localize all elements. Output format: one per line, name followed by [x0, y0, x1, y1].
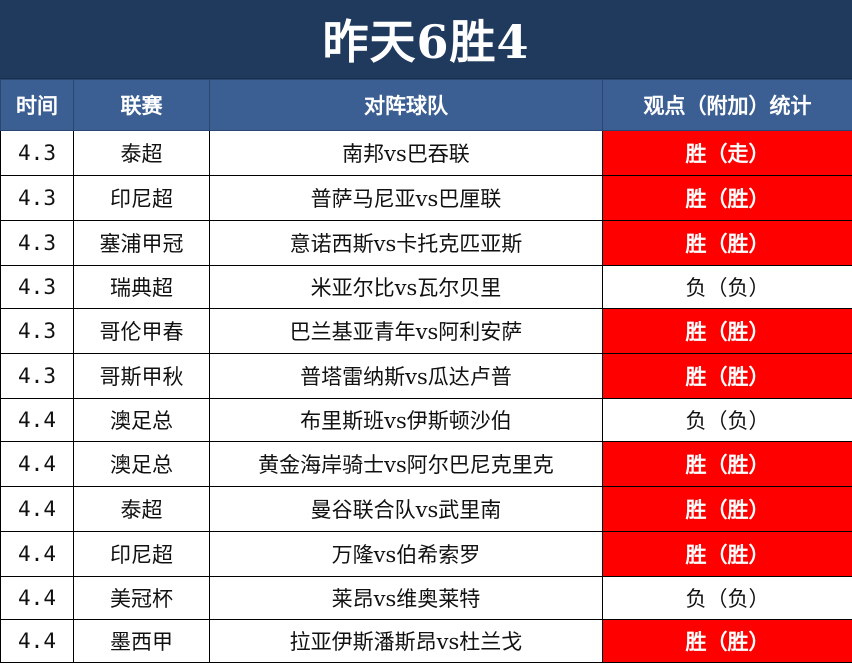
cell-time: 4.3 — [0, 308, 74, 354]
cell-time: 4.4 — [0, 619, 74, 663]
cell-match: 万隆vs伯希索罗 — [209, 531, 603, 577]
cell-time: 4.3 — [0, 265, 74, 309]
table-row: 4.3 泰超 南邦vs巴吞联 胜（走） — [0, 130, 852, 176]
header-row: 时间 联赛 对阵球队 观点（附加）统计 — [0, 79, 852, 131]
cell-league: 瑞典超 — [73, 265, 210, 309]
cell-time: 4.4 — [0, 576, 74, 620]
cell-time: 4.4 — [0, 398, 74, 442]
table-row: 4.4 墨西甲 拉亚伊斯潘斯昂vs杜兰戈 胜（胜） — [0, 619, 852, 663]
cell-time: 4.3 — [0, 353, 74, 399]
cell-time: 4.4 — [0, 441, 74, 487]
cell-match: 曼谷联合队vs武里南 — [209, 486, 603, 532]
cell-time: 4.3 — [0, 130, 74, 176]
cell-result: 胜（胜） — [602, 353, 852, 399]
cell-league: 印尼超 — [73, 175, 210, 221]
cell-result: 胜（胜） — [602, 619, 852, 663]
cell-time: 4.3 — [0, 220, 74, 266]
table-row: 4.4 澳足总 布里斯班vs伊斯顿沙伯 负（负） — [0, 398, 852, 442]
table-row: 4.3 瑞典超 米亚尔比vs瓦尔贝里 负（负） — [0, 265, 852, 309]
cell-match: 巴兰基亚青年vs阿利安萨 — [209, 308, 603, 354]
header-league: 联赛 — [73, 79, 210, 131]
cell-result: 胜（胜） — [602, 220, 852, 266]
table-row: 4.3 哥斯甲秋 普塔雷纳斯vs瓜达卢普 胜（胜） — [0, 353, 852, 399]
cell-league: 印尼超 — [73, 531, 210, 577]
cell-league: 澳足总 — [73, 398, 210, 442]
results-table: 时间 联赛 对阵球队 观点（附加）统计 4.3 泰超 南邦vs巴吞联 胜（走） … — [0, 79, 852, 663]
cell-match: 普塔雷纳斯vs瓜达卢普 — [209, 353, 603, 399]
cell-result: 负（负） — [602, 398, 852, 442]
cell-result: 胜（胜） — [602, 308, 852, 354]
header-result: 观点（附加）统计 — [602, 79, 852, 131]
table-row: 4.4 泰超 曼谷联合队vs武里南 胜（胜） — [0, 486, 852, 532]
table-row: 4.3 哥伦甲春 巴兰基亚青年vs阿利安萨 胜（胜） — [0, 308, 852, 354]
cell-league: 哥斯甲秋 — [73, 353, 210, 399]
cell-result: 胜（胜） — [602, 486, 852, 532]
page-title: 昨天6胜4 — [0, 0, 852, 79]
cell-result: 胜（胜） — [602, 531, 852, 577]
cell-time: 4.3 — [0, 175, 74, 221]
cell-match: 南邦vs巴吞联 — [209, 130, 603, 176]
cell-result: 负（负） — [602, 265, 852, 309]
cell-league: 泰超 — [73, 486, 210, 532]
cell-result: 胜（胜） — [602, 441, 852, 487]
cell-match: 意诺西斯vs卡托克匹亚斯 — [209, 220, 603, 266]
cell-match: 普萨马尼亚vs巴厘联 — [209, 175, 603, 221]
cell-time: 4.4 — [0, 486, 74, 532]
cell-match: 拉亚伊斯潘斯昂vs杜兰戈 — [209, 619, 603, 663]
table-row: 4.4 印尼超 万隆vs伯希索罗 胜（胜） — [0, 531, 852, 577]
header-time: 时间 — [0, 79, 74, 131]
cell-league: 美冠杯 — [73, 576, 210, 620]
cell-result: 胜（胜） — [602, 175, 852, 221]
cell-league: 墨西甲 — [73, 619, 210, 663]
cell-result: 负（负） — [602, 576, 852, 620]
header-match: 对阵球队 — [209, 79, 603, 131]
table-row: 4.3 印尼超 普萨马尼亚vs巴厘联 胜（胜） — [0, 175, 852, 221]
cell-match: 米亚尔比vs瓦尔贝里 — [209, 265, 603, 309]
cell-result: 胜（走） — [602, 130, 852, 176]
cell-league: 澳足总 — [73, 441, 210, 487]
table-row: 4.4 澳足总 黄金海岸骑士vs阿尔巴尼克里克 胜（胜） — [0, 441, 852, 487]
cell-time: 4.4 — [0, 531, 74, 577]
cell-match: 莱昂vs维奥莱特 — [209, 576, 603, 620]
table-row: 4.4 美冠杯 莱昂vs维奥莱特 负（负） — [0, 576, 852, 620]
cell-match: 黄金海岸骑士vs阿尔巴尼克里克 — [209, 441, 603, 487]
cell-league: 塞浦甲冠 — [73, 220, 210, 266]
cell-match: 布里斯班vs伊斯顿沙伯 — [209, 398, 603, 442]
cell-league: 泰超 — [73, 130, 210, 176]
table-row: 4.3 塞浦甲冠 意诺西斯vs卡托克匹亚斯 胜（胜） — [0, 220, 852, 266]
cell-league: 哥伦甲春 — [73, 308, 210, 354]
